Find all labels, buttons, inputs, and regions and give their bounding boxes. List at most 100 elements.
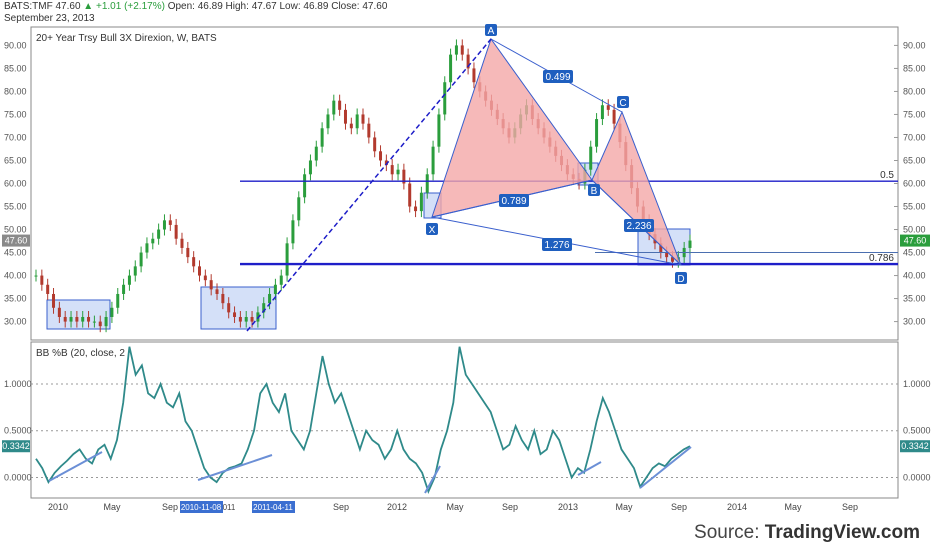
divergence-trendline[interactable] xyxy=(577,461,602,476)
pattern-triangle-bcd[interactable] xyxy=(591,110,682,266)
candle-body[interactable] xyxy=(303,174,307,198)
candle-body[interactable] xyxy=(670,257,674,262)
candle-body[interactable] xyxy=(87,316,91,322)
candle-body[interactable] xyxy=(75,316,79,322)
candle-body[interactable] xyxy=(238,316,242,322)
ratio-1276-bg[interactable] xyxy=(542,238,572,251)
candle-body[interactable] xyxy=(425,174,429,193)
candle-body[interactable] xyxy=(443,82,447,115)
candle-body[interactable] xyxy=(338,100,342,110)
candle-body[interactable] xyxy=(244,316,248,322)
candle-body[interactable] xyxy=(600,105,604,120)
candle-body[interactable] xyxy=(320,128,324,147)
candle-body[interactable] xyxy=(297,197,301,221)
candle-body[interactable] xyxy=(665,252,669,258)
candle-body[interactable] xyxy=(419,192,423,212)
candle-body[interactable] xyxy=(361,114,365,124)
candle-body[interactable] xyxy=(81,316,85,322)
candle-body[interactable] xyxy=(390,165,394,175)
candle-body[interactable] xyxy=(606,105,610,110)
candle-body[interactable] xyxy=(52,293,56,308)
candle-body[interactable] xyxy=(414,206,418,212)
candle-body[interactable] xyxy=(326,114,330,129)
candle-body[interactable] xyxy=(198,266,201,276)
candle-body[interactable] xyxy=(466,54,470,69)
candle-body[interactable] xyxy=(63,316,67,322)
candle-body[interactable] xyxy=(98,321,102,327)
candle-body[interactable] xyxy=(162,220,166,230)
symbol[interactable]: BATS:TMF xyxy=(4,1,53,12)
candle-body[interactable] xyxy=(116,293,120,308)
candle-body[interactable] xyxy=(460,45,464,55)
ratio-0789-bg[interactable] xyxy=(499,194,529,207)
candle-body[interactable] xyxy=(151,238,155,244)
candle-body[interactable] xyxy=(379,151,383,161)
candle-body[interactable] xyxy=(145,243,149,253)
candle-body[interactable] xyxy=(168,220,172,225)
candle-body[interactable] xyxy=(373,137,377,152)
candle-body[interactable] xyxy=(291,220,295,244)
candle-body[interactable] xyxy=(408,183,412,207)
point-a-label-bg[interactable] xyxy=(485,24,497,36)
candle-body[interactable] xyxy=(589,146,593,170)
candle-body[interactable] xyxy=(449,54,453,83)
divergence-trendline[interactable] xyxy=(424,465,441,494)
candle-body[interactable] xyxy=(343,109,347,124)
point-x-label-bg[interactable] xyxy=(426,223,438,235)
candle-body[interactable] xyxy=(384,160,388,166)
candle-body[interactable] xyxy=(396,169,400,175)
candle-body[interactable] xyxy=(139,252,143,267)
candle-body[interactable] xyxy=(209,280,213,290)
candle-body[interactable] xyxy=(332,100,336,115)
candle-body[interactable] xyxy=(174,224,178,239)
candle-body[interactable] xyxy=(279,275,283,285)
indicator-pane[interactable] xyxy=(30,341,899,499)
candle-body[interactable] xyxy=(273,284,277,294)
pattern-triangle-xab[interactable] xyxy=(431,37,593,218)
candle-body[interactable] xyxy=(186,247,190,258)
candle-body[interactable] xyxy=(127,275,131,285)
candle-body[interactable] xyxy=(367,123,371,138)
candle-body[interactable] xyxy=(57,307,61,317)
candle-body[interactable] xyxy=(227,303,231,313)
candle-body[interactable] xyxy=(314,146,318,161)
candle-body[interactable] xyxy=(612,109,616,124)
candle-body[interactable] xyxy=(215,289,219,294)
candle-body[interactable] xyxy=(355,114,359,129)
candle-body[interactable] xyxy=(472,68,476,83)
candle-body[interactable] xyxy=(659,243,663,253)
candle-body[interactable] xyxy=(110,307,114,317)
candle-body[interactable] xyxy=(262,303,266,313)
divergence-trendline[interactable] xyxy=(639,446,692,489)
candle-body[interactable] xyxy=(122,284,126,294)
candle-body[interactable] xyxy=(268,293,272,304)
candle-body[interactable] xyxy=(157,229,161,239)
candle-body[interactable] xyxy=(133,266,137,276)
point-d-label-bg[interactable] xyxy=(675,272,687,284)
divergence-trendline[interactable] xyxy=(48,451,103,482)
bb-percent-b-line[interactable] xyxy=(35,346,691,494)
candle-body[interactable] xyxy=(104,316,108,327)
candle-body[interactable] xyxy=(250,316,254,322)
candle-body[interactable] xyxy=(437,114,441,147)
candle-body[interactable] xyxy=(285,243,289,276)
candle-body[interactable] xyxy=(203,275,207,281)
candle-body[interactable] xyxy=(221,293,225,304)
candle-body[interactable] xyxy=(40,275,44,285)
point-c-label-bg[interactable] xyxy=(617,96,629,108)
candle-body[interactable] xyxy=(180,238,184,248)
candle-body[interactable] xyxy=(454,45,458,55)
candle-body[interactable] xyxy=(308,160,312,175)
ratio-0499-bg[interactable] xyxy=(543,70,573,83)
ratio-2236-bg[interactable] xyxy=(624,219,654,232)
candle-body[interactable] xyxy=(192,257,196,267)
candle-body[interactable] xyxy=(233,312,237,317)
candle-body[interactable] xyxy=(34,275,38,277)
point-b-label-bg[interactable] xyxy=(588,184,600,196)
candle-body[interactable] xyxy=(402,169,406,184)
divergence-trendline[interactable] xyxy=(197,454,273,481)
candle-body[interactable] xyxy=(595,119,599,147)
candle-body[interactable] xyxy=(688,240,692,248)
candle-body[interactable] xyxy=(69,316,73,322)
